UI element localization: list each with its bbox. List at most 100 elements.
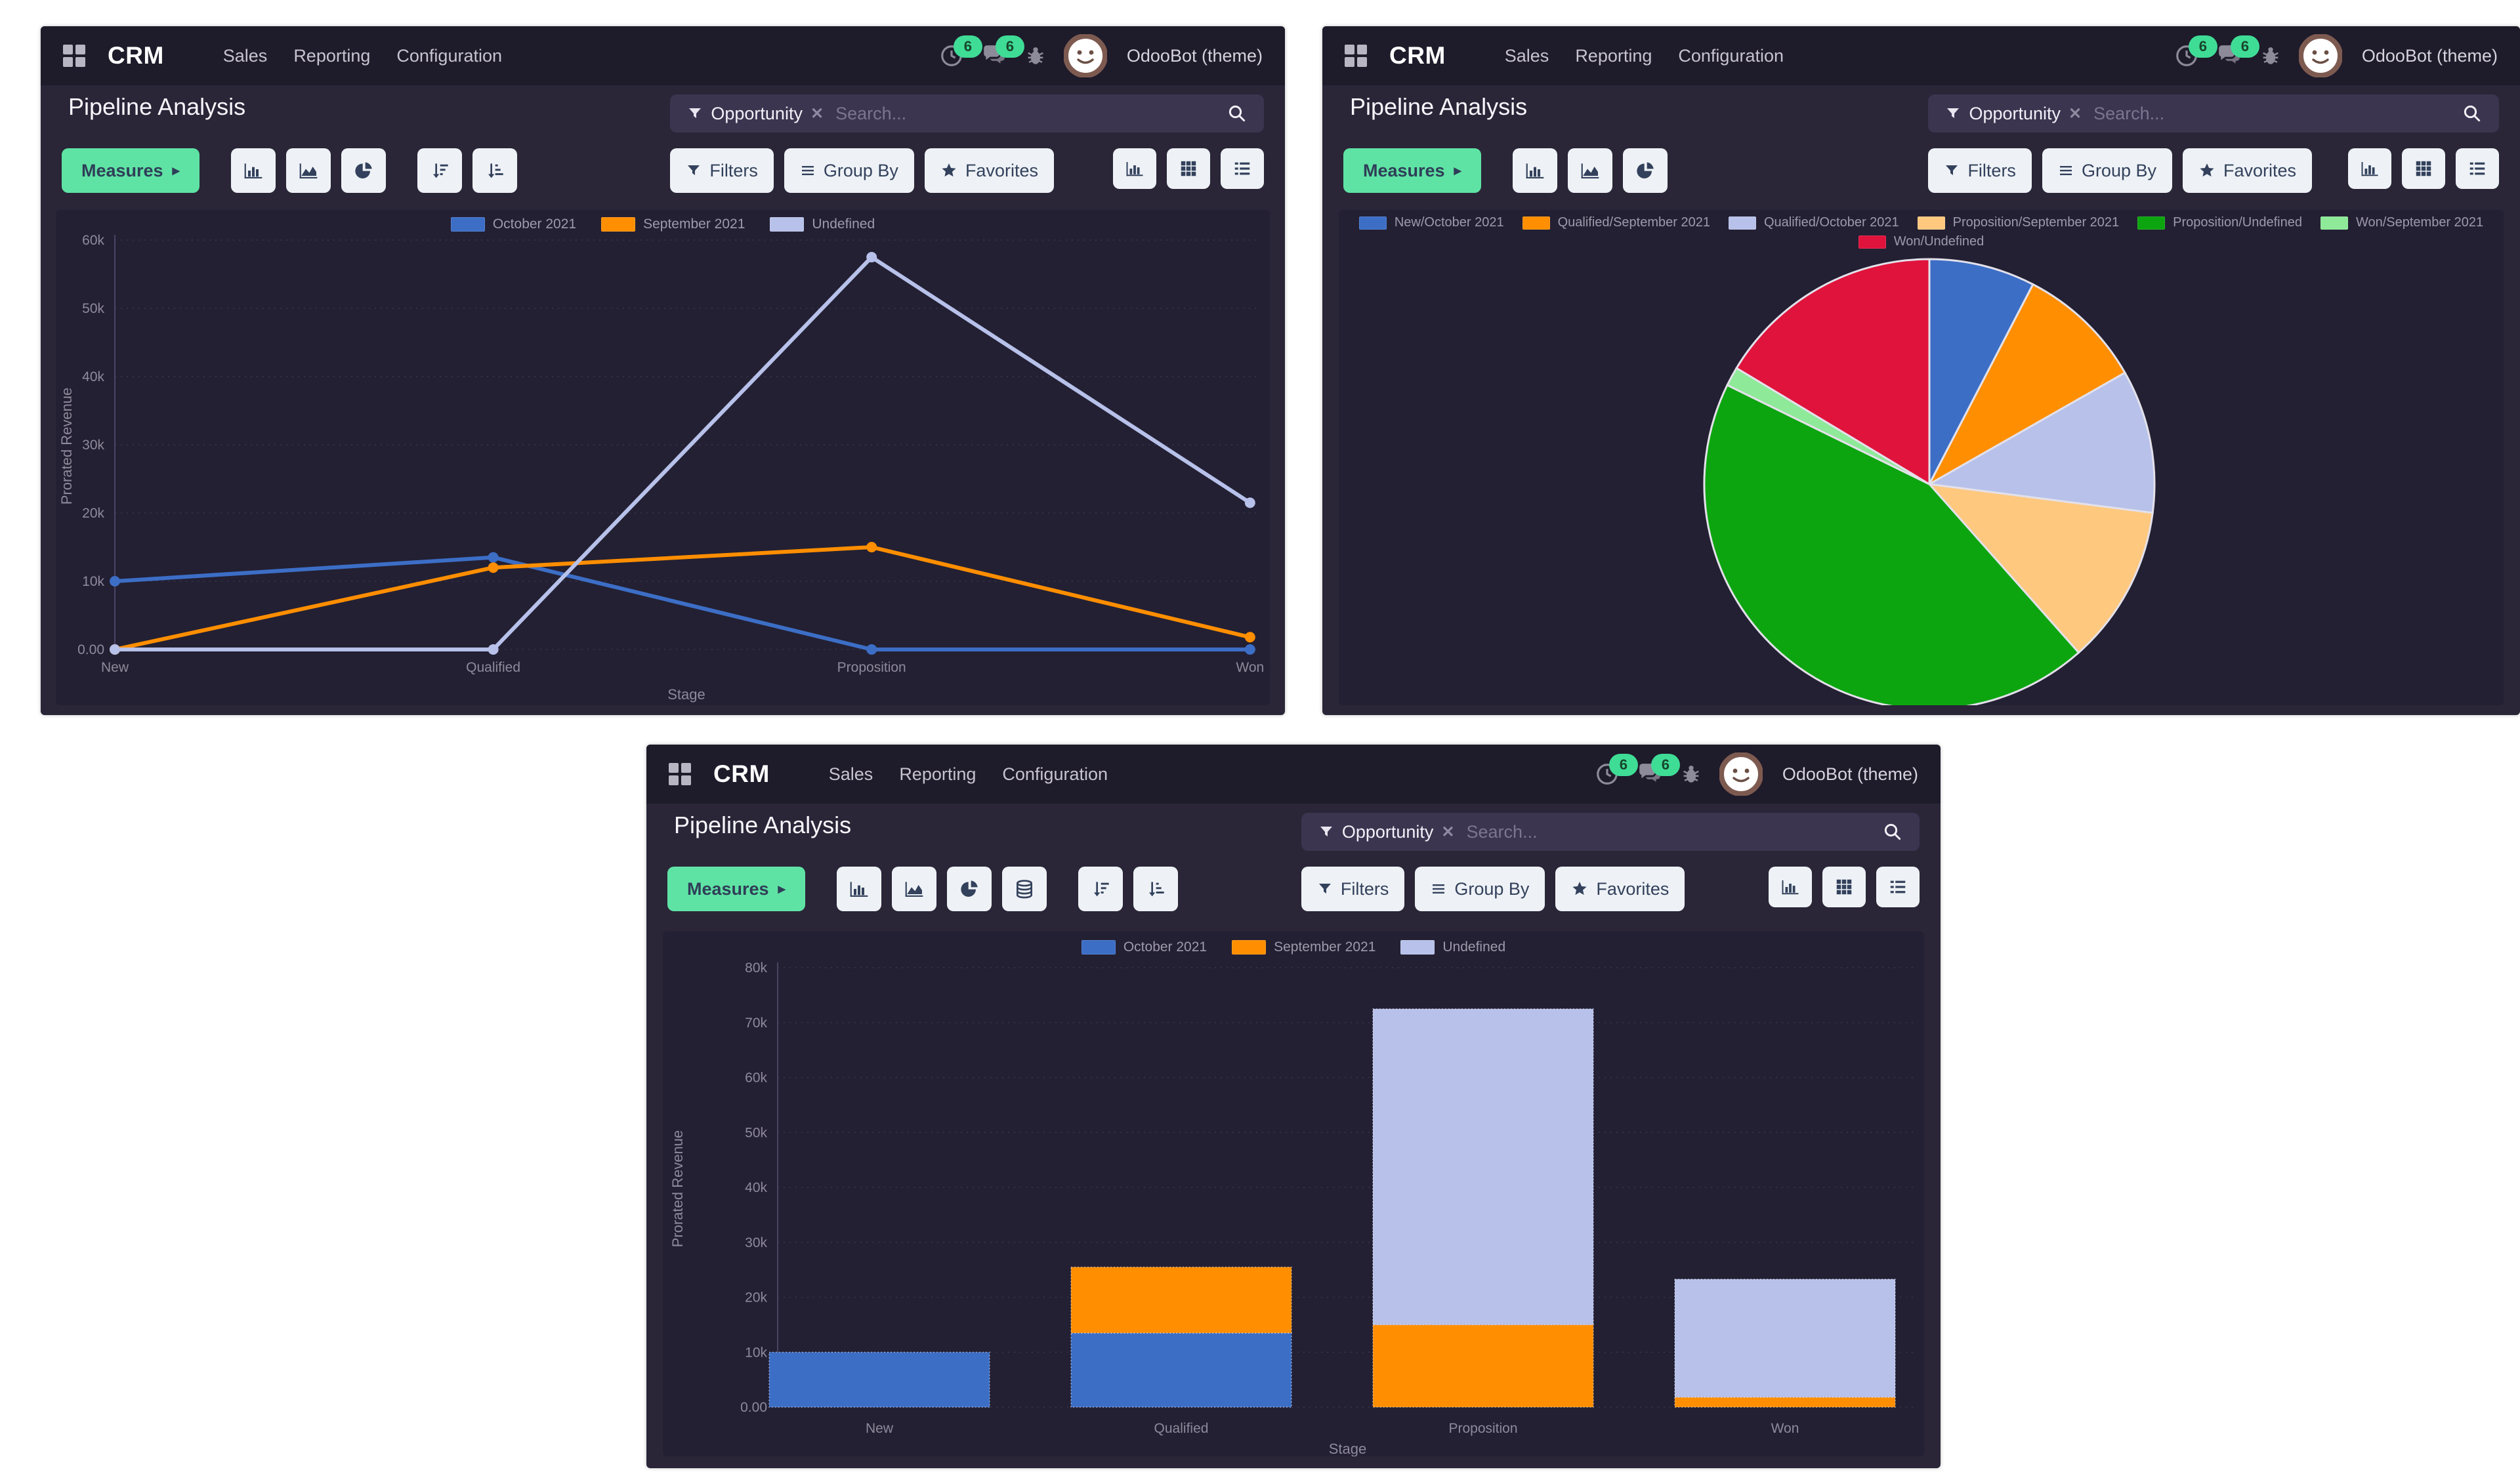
- activity-badge: 6: [2188, 35, 2217, 58]
- graph-view-switch-button[interactable]: [2348, 148, 2391, 189]
- legend-swatch: [1081, 940, 1116, 955]
- facet-remove-icon[interactable]: ✕: [810, 104, 824, 123]
- line-chart-svg: 0.00 10k 20k 30k 40k 50k 60k Prorated Revenue Ne…: [58, 233, 1264, 703]
- measures-button[interactable]: Measures ▸: [667, 867, 805, 911]
- menu-sales[interactable]: Sales: [828, 764, 873, 784]
- search-input[interactable]: Search...: [1466, 821, 1538, 842]
- search-icon[interactable]: [1883, 822, 1902, 842]
- legend-swatch: [2320, 216, 2348, 230]
- legend-item[interactable]: Qualified/September 2021: [1522, 215, 1710, 230]
- filters-button[interactable]: Filters: [1301, 867, 1405, 911]
- search-bar[interactable]: Opportunity ✕ Search...: [670, 94, 1264, 133]
- search-icon[interactable]: [2462, 104, 2482, 123]
- pivot-view-switch-button[interactable]: [1822, 867, 1866, 907]
- graph-view-switch-button[interactable]: [1113, 148, 1156, 189]
- bar-chart-view-button[interactable]: [836, 867, 881, 911]
- facet-remove-icon[interactable]: ✕: [1441, 823, 1455, 841]
- pivot-view-switch-button[interactable]: [1167, 148, 1210, 189]
- apps-menu-icon[interactable]: [63, 45, 85, 67]
- legend-swatch: [1858, 235, 1886, 249]
- menu-sales[interactable]: Sales: [222, 45, 268, 66]
- messages-icon[interactable]: 6: [1637, 754, 1680, 787]
- activity-clock-icon[interactable]: 6: [1595, 754, 1638, 787]
- filters-button[interactable]: Filters: [670, 148, 774, 193]
- group-by-button[interactable]: Group By: [2042, 148, 2172, 193]
- search-icon[interactable]: [1227, 104, 1247, 123]
- legend-label: Proposition/September 2021: [1952, 215, 2120, 230]
- pivot-view-switch-button[interactable]: [2402, 148, 2445, 189]
- bug-icon[interactable]: [1680, 762, 1702, 786]
- pie-chart-view-button[interactable]: [1622, 148, 1668, 193]
- activity-clock-icon[interactable]: 6: [2174, 35, 2217, 68]
- messages-icon[interactable]: 6: [2216, 35, 2259, 68]
- user-avatar[interactable]: [1719, 752, 1763, 796]
- app-title: CRM: [713, 760, 770, 787]
- bug-icon[interactable]: [2259, 44, 2282, 68]
- page-title: Pipeline Analysis: [68, 93, 246, 120]
- legend-item[interactable]: Won/Undefined: [1858, 234, 1984, 249]
- legend-item[interactable]: Won/September 2021: [2320, 215, 2483, 230]
- list-view-switch-button[interactable]: [1876, 867, 1920, 907]
- search-input[interactable]: Search...: [835, 103, 907, 123]
- caret-right-icon: ▸: [172, 162, 180, 178]
- legend-item[interactable]: September 2021: [1232, 939, 1376, 955]
- apps-menu-icon[interactable]: [1345, 45, 1367, 67]
- pie-chart-view-button[interactable]: [946, 867, 992, 911]
- sort-ascending-button[interactable]: [1133, 867, 1178, 911]
- svg-text:20k: 20k: [82, 506, 104, 521]
- legend-item[interactable]: October 2021: [1081, 939, 1207, 955]
- legend-swatch: [770, 217, 805, 232]
- bar-chart-view-button[interactable]: [1512, 148, 1557, 193]
- search-bar[interactable]: Opportunity ✕ Search...: [1928, 94, 2499, 133]
- menu-reporting[interactable]: Reporting: [1575, 45, 1652, 66]
- svg-text:New: New: [101, 660, 129, 675]
- favorites-button[interactable]: Favorites: [924, 148, 1054, 193]
- legend-item[interactable]: September 2021: [601, 216, 745, 232]
- search-bar[interactable]: Opportunity ✕ Search...: [1301, 813, 1920, 851]
- bar-chart-view-button[interactable]: [230, 148, 276, 193]
- menu-reporting[interactable]: Reporting: [293, 45, 371, 66]
- chart-legend: October 2021 September 2021 Undefined: [663, 939, 1924, 955]
- menu-reporting[interactable]: Reporting: [899, 764, 976, 784]
- legend-item[interactable]: Proposition/Undefined: [2137, 215, 2302, 230]
- legend-item[interactable]: New/October 2021: [1358, 215, 1504, 230]
- menu-sales[interactable]: Sales: [1504, 45, 1549, 66]
- favorites-button[interactable]: Favorites: [2183, 148, 2313, 193]
- legend-item[interactable]: October 2021: [450, 216, 576, 232]
- sort-descending-button[interactable]: [1078, 867, 1123, 911]
- search-input[interactable]: Search...: [2093, 103, 2165, 123]
- group-by-button[interactable]: Group By: [784, 148, 914, 193]
- stacked-toggle-button[interactable]: [1001, 867, 1047, 911]
- area-chart-view-button[interactable]: [1567, 148, 1612, 193]
- messages-icon[interactable]: 6: [981, 35, 1024, 68]
- user-avatar[interactable]: [2298, 34, 2342, 77]
- menu-configuration[interactable]: Configuration: [1002, 764, 1108, 784]
- pie-chart: [1339, 210, 2504, 705]
- legend-item[interactable]: Undefined: [770, 216, 875, 232]
- favorites-button[interactable]: Favorites: [1555, 867, 1685, 911]
- facet-remove-icon[interactable]: ✕: [2068, 104, 2082, 123]
- apps-menu-icon[interactable]: [669, 763, 691, 785]
- pie-chart-panel: New/October 2021 Qualified/September 2021…: [1339, 210, 2504, 705]
- measures-button[interactable]: Measures ▸: [1343, 148, 1481, 193]
- group-by-button[interactable]: Group By: [1415, 867, 1545, 911]
- pie-chart-view-button[interactable]: [341, 148, 386, 193]
- legend-item[interactable]: Qualified/October 2021: [1728, 215, 1899, 230]
- sort-descending-button[interactable]: [417, 148, 462, 193]
- area-chart-view-button[interactable]: [285, 148, 331, 193]
- sort-ascending-button[interactable]: [472, 148, 517, 193]
- list-view-switch-button[interactable]: [2456, 148, 2499, 189]
- activity-clock-icon[interactable]: 6: [939, 35, 982, 68]
- menu-configuration[interactable]: Configuration: [1678, 45, 1784, 66]
- list-view-switch-button[interactable]: [1221, 148, 1264, 189]
- measures-button[interactable]: Measures ▸: [62, 148, 200, 193]
- legend-item[interactable]: Undefined: [1400, 939, 1505, 955]
- menu-configuration[interactable]: Configuration: [396, 45, 502, 66]
- legend-swatch: [1400, 940, 1435, 955]
- filters-button[interactable]: Filters: [1928, 148, 2032, 193]
- legend-item[interactable]: Proposition/September 2021: [1917, 215, 2120, 230]
- area-chart-view-button[interactable]: [891, 867, 936, 911]
- graph-view-switch-button[interactable]: [1769, 867, 1812, 907]
- user-avatar[interactable]: [1063, 34, 1107, 77]
- bug-icon[interactable]: [1024, 44, 1047, 68]
